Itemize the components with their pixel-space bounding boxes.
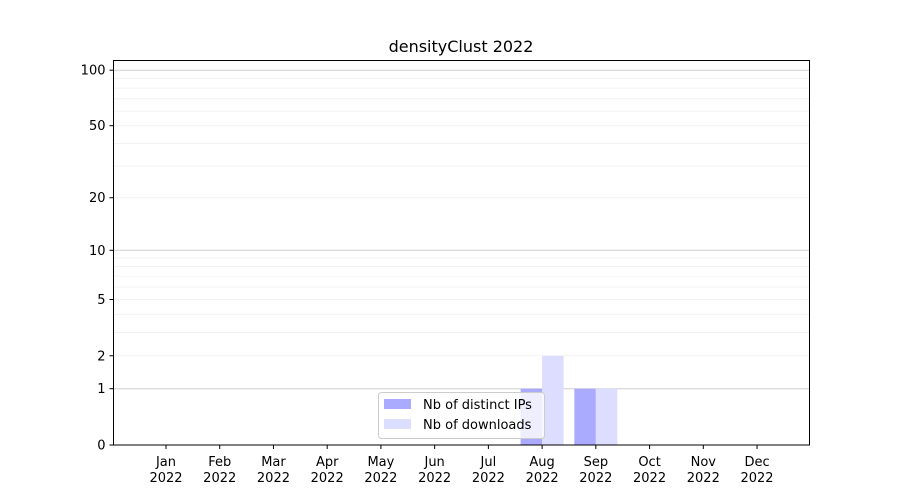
x-tick-label: Apr [316, 455, 339, 470]
x-tick-label: 2022 [579, 471, 612, 486]
legend-box [378, 392, 545, 439]
x-tick-label: 2022 [526, 471, 559, 486]
x-tick-label: 2022 [257, 471, 290, 486]
x-tick-label: Dec [744, 455, 769, 470]
legend: Nb of distinct IPs Nb of downloads [378, 392, 545, 439]
chart-title: densityClust 2022 [389, 37, 534, 56]
x-tick-label: 2022 [472, 471, 505, 486]
x-tick-label: Feb [208, 455, 231, 470]
x-tick-label: Oct [638, 455, 660, 470]
x-tick-label: 2022 [687, 471, 720, 486]
x-tick-label: Sep [584, 455, 609, 470]
legend-swatch [384, 419, 411, 429]
y-tick-label: 1 [97, 382, 105, 397]
x-tick-label: 2022 [633, 471, 666, 486]
y-tick-label: 10 [89, 244, 106, 259]
x-tick-label: Jan [155, 455, 176, 470]
plot-frame [113, 60, 810, 446]
y-tick-label: 50 [89, 119, 106, 134]
y-tick-label: 100 [81, 64, 106, 79]
legend-label: Nb of distinct IPs [423, 398, 532, 413]
x-tick-label: May [367, 455, 394, 470]
x-tick-label: 2022 [364, 471, 397, 486]
bar-distinct-ips [574, 388, 596, 445]
y-tick-label: 2 [97, 349, 105, 364]
x-tick-label: 2022 [418, 471, 451, 486]
legend-label: Nb of downloads [423, 418, 532, 433]
y-tick-label: 5 [97, 293, 105, 308]
legend-swatch [384, 399, 411, 409]
x-tick-label: Jul [480, 455, 497, 470]
x-tick-label: 2022 [203, 471, 236, 486]
x-tick-label: 2022 [149, 471, 182, 486]
x-tick-label: 2022 [740, 471, 773, 486]
y-tick-label: 20 [89, 191, 106, 206]
x-tick-label: Mar [261, 455, 286, 470]
x-tick-label: 2022 [311, 471, 344, 486]
bar-downloads [595, 388, 618, 445]
x-tick-label: Jun [423, 455, 444, 470]
bar-downloads [542, 355, 564, 445]
y-tick-label: 0 [97, 439, 105, 454]
x-tick-label: Nov [691, 455, 717, 470]
x-tick-label: Aug [529, 455, 554, 470]
